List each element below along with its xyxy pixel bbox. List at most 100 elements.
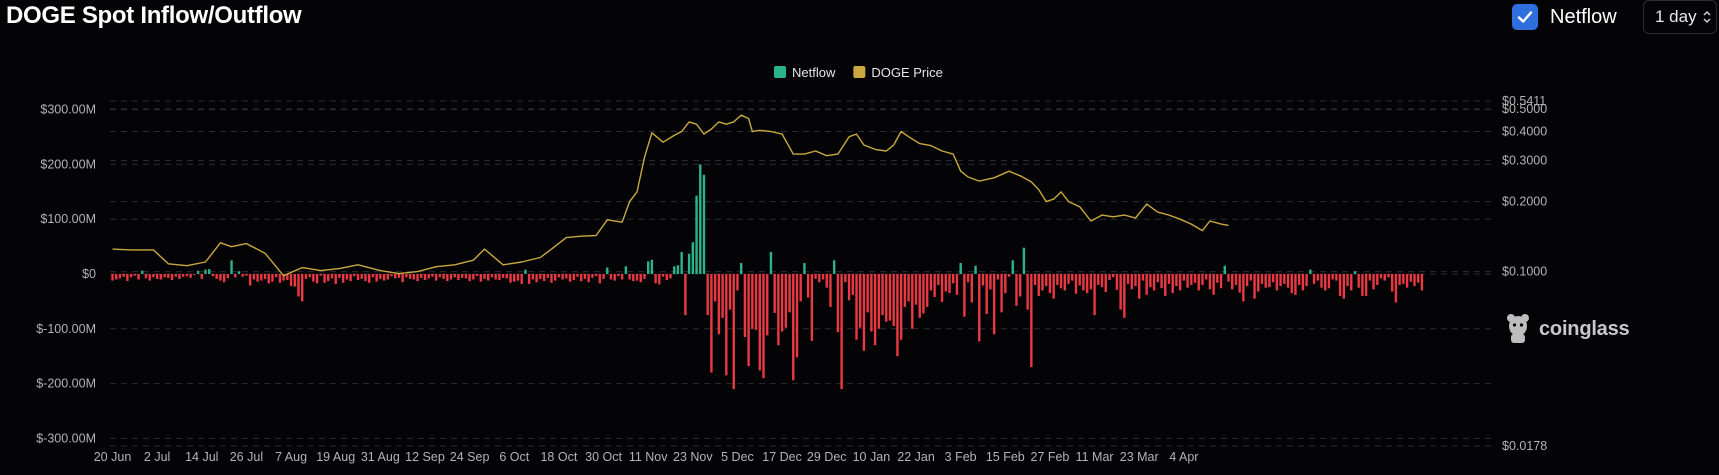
netflow-bar — [1279, 274, 1282, 287]
netflow-bar — [297, 274, 300, 297]
netflow-bar — [1204, 274, 1208, 280]
x-tick-label: 11 Nov — [629, 450, 668, 464]
netflow-bar — [460, 274, 464, 278]
netflow-bar — [1297, 274, 1301, 285]
grid-lines — [110, 100, 1495, 447]
netflow-bar — [345, 274, 349, 280]
netflow-bar — [256, 274, 259, 282]
x-tick-label: 24 Sep — [450, 450, 490, 464]
netflow-bar — [167, 274, 170, 278]
netflow-bar — [1056, 274, 1059, 285]
netflow-bar — [1208, 274, 1212, 290]
x-tick-label: 20 Jun — [94, 450, 132, 464]
y-right-tick-label: $0.1000 — [1502, 265, 1547, 279]
netflow-bar — [1324, 274, 1327, 291]
netflow-bar — [360, 274, 363, 279]
netflow-bar — [583, 274, 587, 279]
netflow-bar — [144, 274, 148, 279]
netflow-bar — [1368, 274, 1372, 281]
netflow-bar — [453, 274, 456, 278]
netflow-bar — [155, 274, 159, 279]
netflow-bar — [531, 274, 535, 280]
netflow-bar — [1402, 274, 1405, 284]
x-tick-label: 7 Aug — [275, 450, 307, 464]
netflow-bar — [721, 274, 724, 318]
netflow-bar — [1197, 274, 1200, 291]
legend-price-swatch — [853, 66, 866, 78]
netflow-bar — [1212, 274, 1215, 295]
netflow-bar — [981, 274, 985, 286]
netflow-bar — [118, 274, 122, 279]
netflow-bar — [624, 266, 628, 274]
netflow-bar — [784, 274, 788, 328]
x-tick-label: 15 Feb — [986, 450, 1025, 464]
netflow-bar — [606, 267, 609, 274]
netflow-bar — [978, 274, 981, 342]
netflow-bar — [628, 274, 631, 280]
netflow-bar — [252, 274, 256, 280]
netflow-bar — [382, 274, 386, 281]
netflow-bar — [267, 274, 270, 284]
netflow-bar — [286, 274, 289, 281]
netflow-bar — [412, 274, 416, 280]
netflow-bar — [338, 274, 341, 278]
interval-select[interactable]: 1 day — [1643, 0, 1717, 34]
netflow-bar — [1018, 274, 1022, 297]
netflow-bar — [680, 252, 683, 274]
netflow-bar — [658, 274, 661, 285]
netflow-bar — [568, 274, 572, 282]
netflow-bar — [1085, 274, 1089, 294]
netflow-bar — [948, 274, 951, 294]
netflow-bar — [367, 274, 371, 283]
netflow-bar — [319, 274, 323, 276]
netflow-bar — [617, 274, 620, 277]
netflow-bar — [1357, 274, 1360, 288]
y-left-tick-label: $200.00M — [40, 157, 96, 171]
netflow-bar — [632, 274, 635, 282]
netflow-bar — [1093, 274, 1096, 316]
netflow-bar — [992, 274, 996, 335]
netflow-bar — [1130, 274, 1133, 290]
netflow-bar — [1327, 274, 1331, 289]
netflow-bar — [747, 274, 750, 367]
y-left-tick-label: $0 — [82, 267, 96, 281]
netflow-bar — [892, 274, 895, 327]
netflow-bar — [952, 274, 955, 284]
netflow-bar — [1231, 274, 1234, 290]
netflow-bar — [163, 274, 166, 278]
netflow-bar — [1309, 269, 1312, 274]
netflow-bar — [676, 265, 680, 274]
netflow-bar — [922, 274, 925, 314]
x-tick-label: 29 Dec — [807, 450, 847, 464]
netflow-bar — [870, 274, 873, 332]
netflow-bar — [1071, 274, 1074, 281]
netflow-bar — [1383, 274, 1386, 281]
netflow-bar — [598, 274, 602, 284]
netflow-bar — [669, 274, 672, 279]
axis-labels: $300.00M $200.00M $100.00M $0 $-100.00M $-200… — [36, 94, 1547, 464]
netflow-bar — [289, 274, 293, 287]
coinglass-logo-icon — [1507, 314, 1529, 343]
netflow-bar — [996, 274, 1000, 280]
netflow-checkbox[interactable] — [1512, 4, 1538, 30]
netflow-bar — [1134, 274, 1137, 287]
netflow-bar — [1286, 274, 1290, 288]
netflow-bar — [725, 274, 728, 376]
netflow-bar — [1290, 274, 1293, 294]
netflow-bar — [1417, 274, 1420, 283]
netflow-bar — [1305, 274, 1308, 287]
netflow-bar — [420, 274, 423, 278]
netflow-toggle[interactable]: Netflow — [1512, 2, 1617, 32]
y-right-tick-label: $0.4000 — [1502, 125, 1547, 139]
netflow-bar — [635, 274, 639, 281]
netflow-bar — [769, 252, 773, 274]
x-tick-label: 2 Jul — [144, 450, 170, 464]
netflow-bar — [1104, 274, 1107, 293]
netflow-bar — [1171, 274, 1174, 294]
netflow-bar — [1007, 274, 1011, 277]
netflow-bar — [1138, 274, 1141, 299]
netflow-bar — [609, 274, 613, 280]
netflow-bars — [111, 164, 1424, 390]
page-title: DOGE Spot Inflow/Outflow — [6, 2, 302, 29]
netflow-bar — [1082, 274, 1085, 291]
